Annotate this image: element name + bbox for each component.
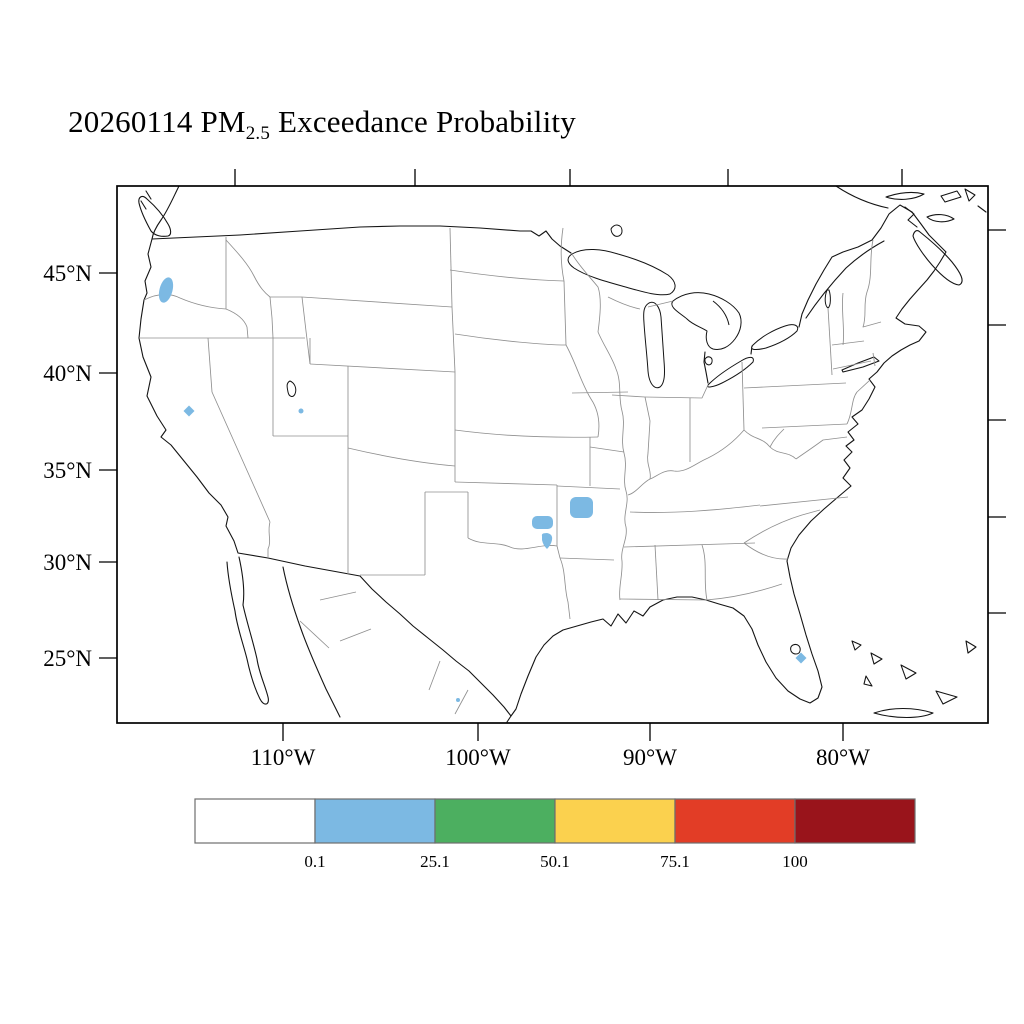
us-outline xyxy=(138,204,947,717)
coastlines xyxy=(138,186,987,723)
colorbar-tick-label: 0.1 xyxy=(304,852,325,871)
exceedance-patch xyxy=(298,408,304,414)
colorbar: 0.1 25.1 50.1 75.1 100 xyxy=(194,798,916,871)
lake-erie xyxy=(707,356,754,388)
title-prefix: 20260114 PM xyxy=(68,104,246,139)
colorbar-cell xyxy=(194,798,316,844)
exceedance-patch xyxy=(570,497,593,518)
lake-ontario xyxy=(751,324,799,351)
exceedance-patch xyxy=(158,277,174,303)
colorbar-cell xyxy=(434,798,556,844)
bc-coast xyxy=(140,186,180,240)
mexico-gulf-coast xyxy=(506,715,512,723)
state-borders xyxy=(139,227,882,715)
lake-huron xyxy=(671,292,742,350)
exceedance-patch xyxy=(456,698,460,702)
colorbar-cell xyxy=(794,798,916,844)
y-tick-label: 25°N xyxy=(43,646,92,671)
colorbar-cell xyxy=(314,798,436,844)
colorbar-tick-label: 50.1 xyxy=(540,852,570,871)
anticosti-island xyxy=(940,188,987,213)
x-tick-label: 110°W xyxy=(251,745,316,770)
great-salt-lake xyxy=(286,380,297,397)
long-island xyxy=(841,356,880,373)
nova-scotia xyxy=(912,230,963,286)
detroit-river xyxy=(703,351,709,384)
georgian-bay-line xyxy=(712,300,730,326)
colorbar-tick-label: 100 xyxy=(782,852,808,871)
bahamas-cuba-islands xyxy=(851,640,977,719)
prince-edward-island xyxy=(926,214,955,223)
lake-champlain xyxy=(824,289,831,309)
exceedance-patch xyxy=(541,533,553,549)
colorbar-tick-label: 25.1 xyxy=(420,852,450,871)
x-tick-label: 100°W xyxy=(445,745,511,770)
canada-border-west xyxy=(151,225,572,254)
map-frame xyxy=(116,185,989,724)
quebec-shore xyxy=(835,186,889,209)
lake-michigan xyxy=(643,301,665,389)
axis-ticks xyxy=(99,169,1006,741)
vancouver-island xyxy=(138,195,172,237)
colorbar-cell xyxy=(554,798,676,844)
colorbar-cell xyxy=(674,798,796,844)
title-subscript: 2.5 xyxy=(245,123,271,145)
title-suffix: Exceedance Probability xyxy=(270,104,576,139)
lake-superior xyxy=(567,249,676,296)
x-tick-label: 90°W xyxy=(623,745,677,770)
baja-california xyxy=(226,556,269,705)
exceedance-patch xyxy=(183,405,195,417)
colorbar-tick-label: 75.1 xyxy=(660,852,690,871)
lake-st-clair xyxy=(704,356,713,366)
y-tick-label: 30°N xyxy=(43,550,92,575)
lake-nipigon xyxy=(610,224,623,237)
exceedance-patch xyxy=(532,516,553,529)
lake-okeechobee xyxy=(790,644,801,655)
exceedance-patch xyxy=(795,652,807,664)
y-tick-label: 35°N xyxy=(43,458,92,483)
mexico-west-coast xyxy=(282,566,341,718)
axis-tick-labels: 110°W 100°W 90°W 80°W 45°N 40°N 35°N 30°N 25°N xyxy=(43,261,870,770)
gaspe-peninsula xyxy=(885,192,925,228)
figure-title: 20260114 PM2.5 Exceedance Probability xyxy=(0,104,1024,145)
y-tick-label: 45°N xyxy=(43,261,92,286)
y-tick-label: 40°N xyxy=(43,361,92,386)
probability-patches xyxy=(158,277,807,702)
lakes xyxy=(286,224,831,655)
x-tick-label: 80°W xyxy=(816,745,870,770)
st-lawrence-north-bank xyxy=(805,240,885,319)
